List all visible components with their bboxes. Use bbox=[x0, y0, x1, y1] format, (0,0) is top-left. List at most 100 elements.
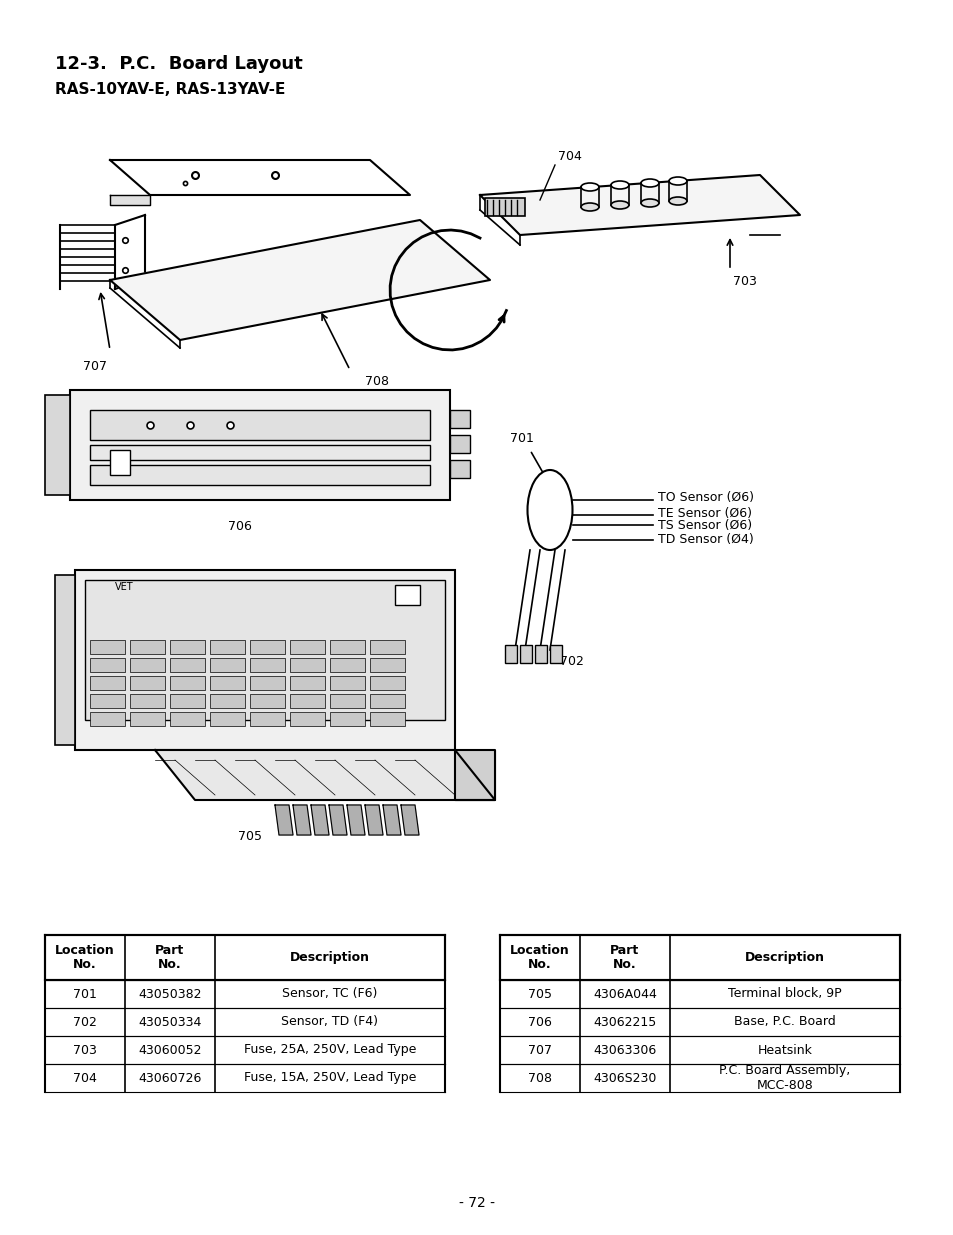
Text: Fuse, 25A, 250V, Lead Type: Fuse, 25A, 250V, Lead Type bbox=[244, 1044, 416, 1056]
Bar bbox=[90, 410, 430, 440]
Ellipse shape bbox=[668, 177, 686, 185]
Bar bbox=[499, 935, 899, 981]
Text: Fuse, 15A, 250V, Lead Type: Fuse, 15A, 250V, Lead Type bbox=[244, 1072, 416, 1084]
Polygon shape bbox=[274, 805, 293, 835]
Bar bbox=[110, 450, 130, 475]
Bar bbox=[210, 713, 245, 726]
Bar bbox=[90, 658, 125, 672]
Bar bbox=[370, 640, 405, 655]
Polygon shape bbox=[382, 805, 400, 835]
Bar bbox=[450, 435, 470, 453]
Bar bbox=[210, 676, 245, 690]
Bar bbox=[450, 410, 470, 429]
Text: 703: 703 bbox=[73, 1044, 97, 1056]
Text: 706: 706 bbox=[228, 520, 252, 534]
Text: Heatsink: Heatsink bbox=[757, 1044, 812, 1056]
Text: P.C. Board Assembly,
MCC-808: P.C. Board Assembly, MCC-808 bbox=[719, 1065, 850, 1092]
Polygon shape bbox=[311, 805, 329, 835]
Text: 43062215: 43062215 bbox=[593, 1015, 656, 1029]
Text: TS Sensor (Ø6): TS Sensor (Ø6) bbox=[658, 519, 751, 531]
Text: 705: 705 bbox=[237, 830, 262, 844]
Polygon shape bbox=[110, 195, 150, 205]
Ellipse shape bbox=[527, 471, 572, 550]
Bar bbox=[90, 445, 430, 459]
Bar bbox=[130, 676, 165, 690]
Polygon shape bbox=[110, 220, 490, 340]
Bar bbox=[85, 580, 444, 720]
Text: Part
No.: Part No. bbox=[610, 944, 639, 972]
Bar bbox=[330, 640, 365, 655]
Bar bbox=[370, 713, 405, 726]
Bar bbox=[250, 694, 285, 708]
Text: 4306A044: 4306A044 bbox=[593, 988, 657, 1000]
Bar bbox=[130, 694, 165, 708]
Text: 43050382: 43050382 bbox=[138, 988, 201, 1000]
Bar bbox=[210, 694, 245, 708]
Text: 708: 708 bbox=[527, 1072, 552, 1084]
Text: 707: 707 bbox=[527, 1044, 552, 1056]
Polygon shape bbox=[365, 805, 382, 835]
Text: VET: VET bbox=[115, 582, 133, 592]
Bar bbox=[90, 466, 430, 485]
Bar bbox=[484, 198, 524, 216]
Bar bbox=[504, 645, 517, 663]
Bar bbox=[45, 935, 444, 981]
Text: Location
No.: Location No. bbox=[510, 944, 569, 972]
Text: 708: 708 bbox=[365, 375, 389, 388]
Text: Part
No.: Part No. bbox=[155, 944, 185, 972]
Text: Base, P.C. Board: Base, P.C. Board bbox=[734, 1015, 835, 1029]
Text: RAS-10YAV-E, RAS-13YAV-E: RAS-10YAV-E, RAS-13YAV-E bbox=[55, 82, 285, 98]
Ellipse shape bbox=[640, 199, 659, 207]
Text: 705: 705 bbox=[527, 988, 552, 1000]
Text: TE Sensor (Ø6): TE Sensor (Ø6) bbox=[658, 506, 751, 520]
Bar bbox=[330, 676, 365, 690]
Text: Description: Description bbox=[744, 951, 824, 965]
Text: 43050334: 43050334 bbox=[138, 1015, 201, 1029]
Text: Location
No.: Location No. bbox=[55, 944, 114, 972]
Bar bbox=[170, 640, 205, 655]
Bar bbox=[290, 694, 325, 708]
Bar bbox=[250, 676, 285, 690]
Bar bbox=[535, 645, 546, 663]
Bar bbox=[395, 585, 419, 605]
Bar bbox=[130, 640, 165, 655]
Ellipse shape bbox=[610, 182, 628, 189]
Bar bbox=[290, 713, 325, 726]
Text: 701: 701 bbox=[73, 988, 97, 1000]
Bar bbox=[370, 694, 405, 708]
Polygon shape bbox=[110, 161, 410, 195]
Bar bbox=[290, 658, 325, 672]
Ellipse shape bbox=[580, 203, 598, 211]
Bar bbox=[250, 713, 285, 726]
Text: 703: 703 bbox=[732, 275, 756, 288]
Text: Terminal block, 9P: Terminal block, 9P bbox=[727, 988, 841, 1000]
Text: 704: 704 bbox=[73, 1072, 97, 1084]
Bar bbox=[450, 459, 470, 478]
Ellipse shape bbox=[580, 183, 598, 191]
Ellipse shape bbox=[610, 201, 628, 209]
Bar bbox=[290, 676, 325, 690]
Text: TO Sensor (Ø6): TO Sensor (Ø6) bbox=[658, 492, 753, 505]
Text: Sensor, TD (F4): Sensor, TD (F4) bbox=[281, 1015, 378, 1029]
Text: 702: 702 bbox=[73, 1015, 97, 1029]
Bar bbox=[70, 390, 450, 500]
Text: 702: 702 bbox=[559, 655, 583, 668]
Polygon shape bbox=[329, 805, 347, 835]
Bar bbox=[130, 658, 165, 672]
Bar bbox=[550, 645, 561, 663]
Text: 701: 701 bbox=[510, 432, 534, 445]
Polygon shape bbox=[154, 750, 495, 800]
Bar bbox=[290, 640, 325, 655]
Text: 707: 707 bbox=[83, 359, 107, 373]
Bar bbox=[330, 658, 365, 672]
Text: 706: 706 bbox=[528, 1015, 552, 1029]
Text: 43060726: 43060726 bbox=[138, 1072, 201, 1084]
Bar bbox=[90, 676, 125, 690]
Text: 4306S230: 4306S230 bbox=[593, 1072, 656, 1084]
Bar bbox=[170, 694, 205, 708]
Bar bbox=[210, 640, 245, 655]
Bar bbox=[370, 676, 405, 690]
Bar bbox=[90, 694, 125, 708]
Bar bbox=[210, 658, 245, 672]
Polygon shape bbox=[293, 805, 311, 835]
